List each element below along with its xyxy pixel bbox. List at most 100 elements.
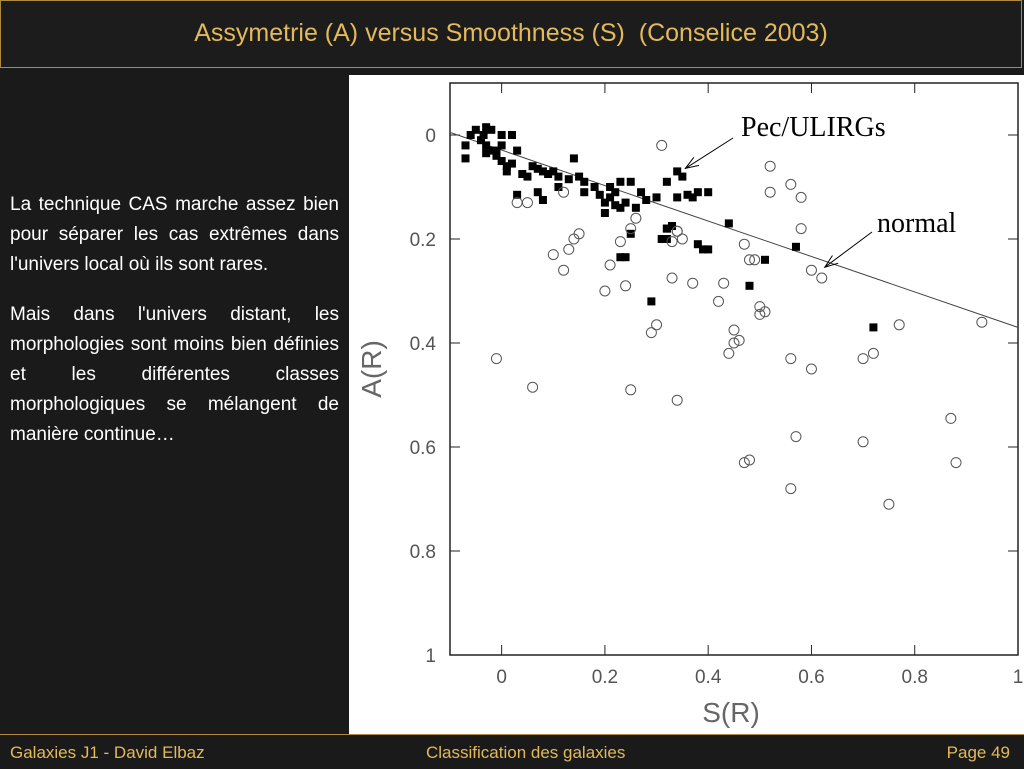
- point-pec-ulirg: [616, 177, 625, 186]
- point-normal: [630, 212, 642, 224]
- point-normal: [645, 327, 657, 339]
- point-normal: [790, 431, 802, 443]
- point-pec-ulirg: [523, 172, 532, 181]
- y-tick-label: 0: [425, 126, 436, 147]
- point-pec-ulirg: [652, 193, 661, 202]
- point-pec-ulirg: [600, 209, 609, 217]
- point-pec-ulirg: [569, 154, 578, 163]
- point-pec-ulirg: [533, 188, 542, 197]
- annotation-arrow: [685, 137, 734, 169]
- point-pec-ulirg: [631, 203, 640, 212]
- point-normal: [738, 238, 750, 250]
- x-tick-label: 0.2: [592, 667, 618, 688]
- title-bar: Assymetrie (A) versus Smoothness (S) (Co…: [0, 0, 1022, 68]
- point-normal: [558, 264, 570, 276]
- footer: Galaxies J1 - David Elbaz Classification…: [0, 734, 1024, 769]
- point-pec-ulirg: [538, 167, 547, 176]
- point-pec-ulirg: [471, 125, 480, 134]
- ticks-layer: 0 0.2 0.4 0.6 0.8 1 0 0.2 0.4 0.6 0.8 1: [410, 83, 1023, 688]
- point-pec-ulirg: [502, 162, 511, 171]
- point-pec-ulirg: [626, 177, 635, 186]
- annotation-arrowhead: [684, 156, 700, 170]
- point-pec-ulirg: [693, 188, 702, 197]
- point-pec-ulirg: [492, 151, 501, 160]
- point-pec-ulirg: [683, 190, 692, 199]
- point-pec-ulirg: [673, 167, 682, 176]
- annotation-arrow: [824, 231, 873, 268]
- point-pec-ulirg: [497, 141, 506, 150]
- point-normal: [713, 295, 725, 307]
- point-normal: [676, 233, 688, 245]
- point-pec-ulirg: [616, 203, 625, 212]
- point-normal: [738, 457, 750, 469]
- point-normal: [558, 186, 570, 198]
- point-pec-ulirg: [745, 281, 754, 290]
- fit-line: [449, 131, 1019, 328]
- point-pec-ulirg: [662, 235, 671, 243]
- point-normal: [743, 454, 755, 466]
- y-tick-label: 0.6: [410, 438, 436, 459]
- point-normal: [785, 483, 797, 495]
- point-pec-ulirg: [549, 167, 558, 176]
- point-normal: [671, 225, 683, 237]
- point-normal: [573, 228, 585, 240]
- point-normal: [614, 236, 626, 248]
- point-pec-ulirg: [869, 323, 878, 332]
- point-normal: [490, 353, 502, 365]
- point-normal: [976, 316, 988, 328]
- y-tick-label: 0.4: [410, 334, 437, 355]
- point-pec-ulirg: [621, 253, 630, 262]
- point-pec-ulirg: [564, 175, 573, 184]
- point-pec-ulirg: [662, 177, 671, 186]
- point-pec-ulirg: [518, 170, 527, 178]
- point-pec-ulirg: [791, 242, 800, 251]
- plot-frame: [449, 82, 1019, 656]
- x-tick-label: 0.4: [695, 667, 722, 688]
- point-normal: [599, 285, 611, 297]
- point-pec-ulirg: [616, 253, 625, 262]
- point-pec-ulirg: [497, 131, 506, 139]
- point-normal: [764, 186, 776, 198]
- point-pec-ulirg: [673, 193, 682, 202]
- point-normal: [883, 498, 895, 510]
- points-layer: [461, 123, 988, 510]
- point-pec-ulirg: [487, 146, 496, 155]
- point-normal: [764, 160, 776, 172]
- y-tick-label: 0.2: [410, 230, 436, 251]
- point-normal: [651, 319, 663, 331]
- text-panel: La technique CAS marche assez bien pour …: [10, 190, 339, 470]
- point-pec-ulirg: [482, 141, 491, 150]
- chart-panel: 0 0.2 0.4 0.6 0.8 1 0 0.2 0.4 0.6 0.8 1 S(R) A(R) P…: [349, 75, 1024, 734]
- point-pec-ulirg: [662, 224, 671, 233]
- point-pec-ulirg: [704, 245, 713, 254]
- annotation-label: normal: [877, 208, 957, 239]
- annotations-layer: Pec/ULIRGs normal: [684, 112, 957, 269]
- point-pec-ulirg: [668, 222, 677, 230]
- point-pec-ulirg: [461, 154, 470, 163]
- point-pec-ulirg: [479, 131, 488, 139]
- footer-center: Classification des galaxies: [426, 743, 626, 762]
- point-normal: [795, 191, 807, 203]
- point-normal: [950, 457, 962, 469]
- point-pec-ulirg: [657, 235, 666, 243]
- point-pec-ulirg: [461, 141, 470, 150]
- point-normal: [666, 236, 678, 248]
- point-pec-ulirg: [600, 198, 609, 207]
- point-normal: [743, 254, 755, 266]
- x-tick-label: 0.8: [902, 667, 928, 688]
- point-normal: [785, 178, 797, 190]
- point-pec-ulirg: [606, 183, 615, 191]
- point-normal: [728, 337, 740, 349]
- point-pec-ulirg: [528, 162, 537, 171]
- point-pec-ulirg: [554, 172, 563, 181]
- point-pec-ulirg: [513, 146, 522, 155]
- point-pec-ulirg: [544, 170, 553, 178]
- y-tick-label: 0.8: [410, 542, 436, 563]
- point-normal: [893, 319, 905, 331]
- point-pec-ulirg: [724, 219, 733, 228]
- point-pec-ulirg: [487, 125, 496, 134]
- point-pec-ulirg: [611, 201, 620, 210]
- point-normal: [656, 139, 668, 151]
- point-normal: [521, 197, 533, 209]
- slide-title: Assymetrie (A) versus Smoothness (S) (Co…: [194, 19, 828, 47]
